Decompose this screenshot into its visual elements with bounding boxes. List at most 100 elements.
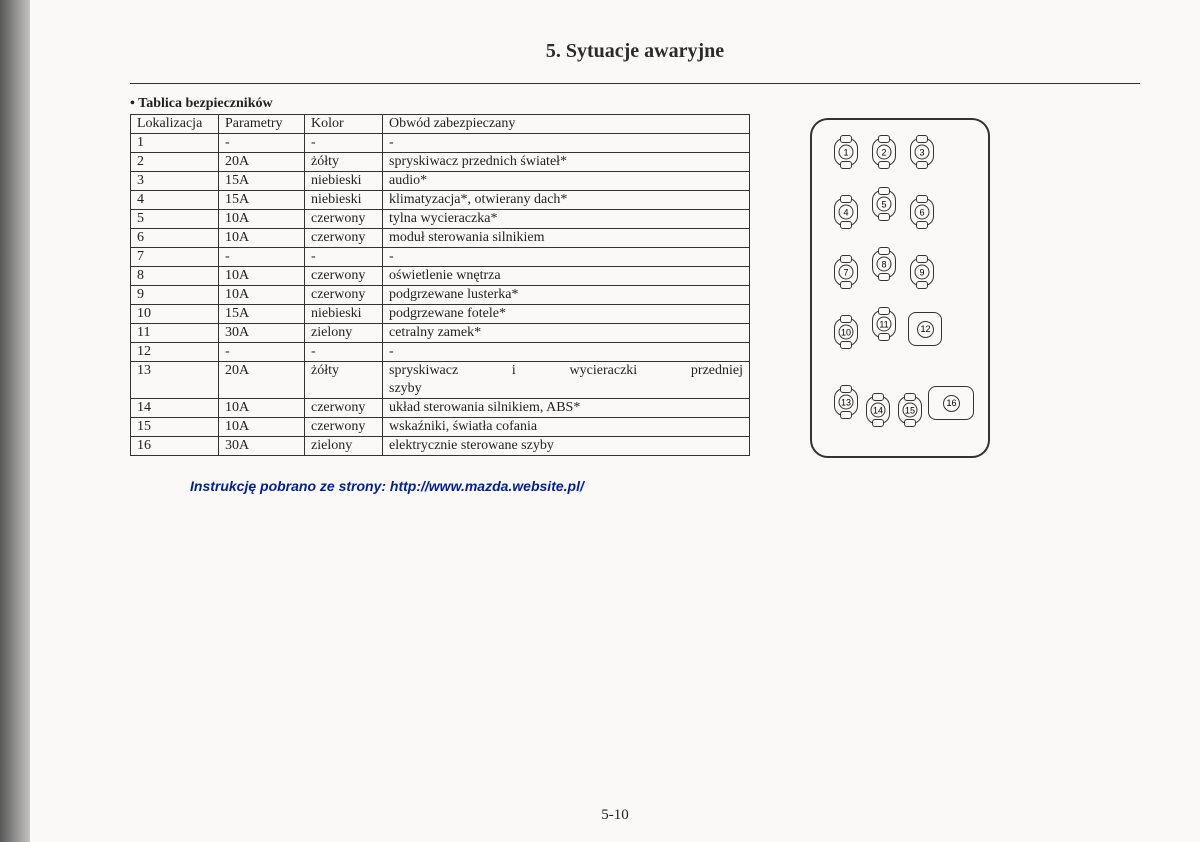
table-cell: szyby (383, 380, 750, 399)
fuse-number: 5 (877, 197, 892, 212)
table-cell: 11 (131, 324, 219, 343)
table-cell: 10A (219, 399, 305, 418)
table-cell: - (219, 248, 305, 267)
table-cell: niebieski (305, 305, 383, 324)
table-cell: tylna wycieraczka* (383, 210, 750, 229)
diagram-column: 12345678910111314151216 (810, 96, 1030, 494)
table-row: 1630Azielonyelektrycznie sterowane szyby (131, 437, 750, 456)
fuse-number: 14 (871, 403, 886, 418)
relay-slot-icon: 12 (908, 312, 942, 346)
table-cell: 15 (131, 418, 219, 437)
table-cell: 12 (131, 343, 219, 362)
table-cell: 1 (131, 134, 219, 153)
table-cell: żółty (305, 153, 383, 172)
table-cell: - (383, 134, 750, 153)
fuse-number: 1 (839, 145, 854, 160)
table-cell: układ sterowania silnikiem, ABS* (383, 399, 750, 418)
section-title: 5. Sytuacje awaryjne (130, 40, 1140, 63)
fuse-slot-icon: 10 (834, 318, 858, 346)
fuse-number: 7 (839, 265, 854, 280)
table-cell: 5 (131, 210, 219, 229)
table-cell: czerwony (305, 210, 383, 229)
fuse-slot-icon: 1 (834, 138, 858, 166)
fuse-slot-icon: 9 (910, 258, 934, 286)
table-cell: - (383, 343, 750, 362)
table-row: 1320Ażółtyspryskiwacz i wycieraczki prze… (131, 362, 750, 381)
table-cell: 10A (219, 267, 305, 286)
table-row: 1015Aniebieskipodgrzewane fotele* (131, 305, 750, 324)
table-cell: 30A (219, 324, 305, 343)
table-row: 1130Azielonycetralny zamek* (131, 324, 750, 343)
fuse-slot-icon: 5 (872, 190, 896, 218)
table-header: Kolor (305, 115, 383, 134)
table-cell: czerwony (305, 229, 383, 248)
table-row: 910Aczerwonypodgrzewane lusterka* (131, 286, 750, 305)
fuse-number: 2 (877, 145, 892, 160)
relay-number: 12 (917, 321, 934, 338)
fuse-number: 10 (839, 325, 854, 340)
table-cell: 10A (219, 286, 305, 305)
table-cell: 9 (131, 286, 219, 305)
table-cell: - (383, 248, 750, 267)
table-cell: 10 (131, 305, 219, 324)
fuse-number: 13 (839, 395, 854, 410)
fuse-number: 8 (877, 257, 892, 272)
fuse-number: 9 (915, 265, 930, 280)
relay-slot-icon: 16 (928, 386, 974, 420)
table-cell: niebieski (305, 191, 383, 210)
table-cell: - (305, 134, 383, 153)
table-row: 1410Aczerwonyukład sterowania silnikiem,… (131, 399, 750, 418)
table-cell: cetralny zamek* (383, 324, 750, 343)
fuse-number: 4 (839, 205, 854, 220)
fuse-number: 3 (915, 145, 930, 160)
table-cell: spryskiwacz i wycieraczki przedniej (383, 362, 750, 381)
fuse-slot-icon: 15 (898, 396, 922, 424)
fuse-slot-icon: 4 (834, 198, 858, 226)
fuse-slot-icon: 14 (866, 396, 890, 424)
table-cell: niebieski (305, 172, 383, 191)
table-cell: czerwony (305, 399, 383, 418)
table-cell: oświetlenie wnętrza (383, 267, 750, 286)
fuse-slot-icon: 2 (872, 138, 896, 166)
table-row: 810Aczerwonyoświetlenie wnętrza (131, 267, 750, 286)
table-cell: 10A (219, 210, 305, 229)
table-cell: 8 (131, 267, 219, 286)
table-cell: - (305, 248, 383, 267)
table-row: 12--- (131, 343, 750, 362)
table-cell: zielony (305, 324, 383, 343)
relay-number: 16 (943, 395, 960, 412)
fuse-number: 11 (877, 317, 892, 332)
table-cell: podgrzewane fotele* (383, 305, 750, 324)
fuse-slot-icon: 3 (910, 138, 934, 166)
table-cell: 13 (131, 362, 219, 399)
table-row: 610Aczerwonymoduł sterowania silnikiem (131, 229, 750, 248)
table-row: 415Aniebieskiklimatyzacja*, otwierany da… (131, 191, 750, 210)
table-cell: podgrzewane lusterka* (383, 286, 750, 305)
table-row: 510Aczerwonytylna wycieraczka* (131, 210, 750, 229)
table-cell: 2 (131, 153, 219, 172)
table-cell: 10A (219, 229, 305, 248)
table-cell: czerwony (305, 418, 383, 437)
table-cell: wskaźniki, światła cofania (383, 418, 750, 437)
fuse-slot-icon: 7 (834, 258, 858, 286)
table-cell: spryskiwacz przednich świateł* (383, 153, 750, 172)
table-header: Lokalizacja (131, 115, 219, 134)
table-cell: czerwony (305, 267, 383, 286)
table-cell: 15A (219, 191, 305, 210)
table-cell: 4 (131, 191, 219, 210)
table-column: Tablica bezpieczników LokalizacjaParamet… (130, 96, 750, 494)
table-cell: 16 (131, 437, 219, 456)
fuse-number: 6 (915, 205, 930, 220)
table-cell: żółty (305, 362, 383, 399)
table-row: 315Aniebieskiaudio* (131, 172, 750, 191)
fuse-number: 15 (903, 403, 918, 418)
table-cell: zielony (305, 437, 383, 456)
table-cell: - (305, 343, 383, 362)
table-cell: 14 (131, 399, 219, 418)
table-caption: Tablica bezpieczników (130, 96, 750, 112)
table-cell: 10A (219, 418, 305, 437)
table-row: 7--- (131, 248, 750, 267)
fuse-slot-icon: 13 (834, 388, 858, 416)
table-cell: klimatyzacja*, otwierany dach* (383, 191, 750, 210)
table-cell: 3 (131, 172, 219, 191)
